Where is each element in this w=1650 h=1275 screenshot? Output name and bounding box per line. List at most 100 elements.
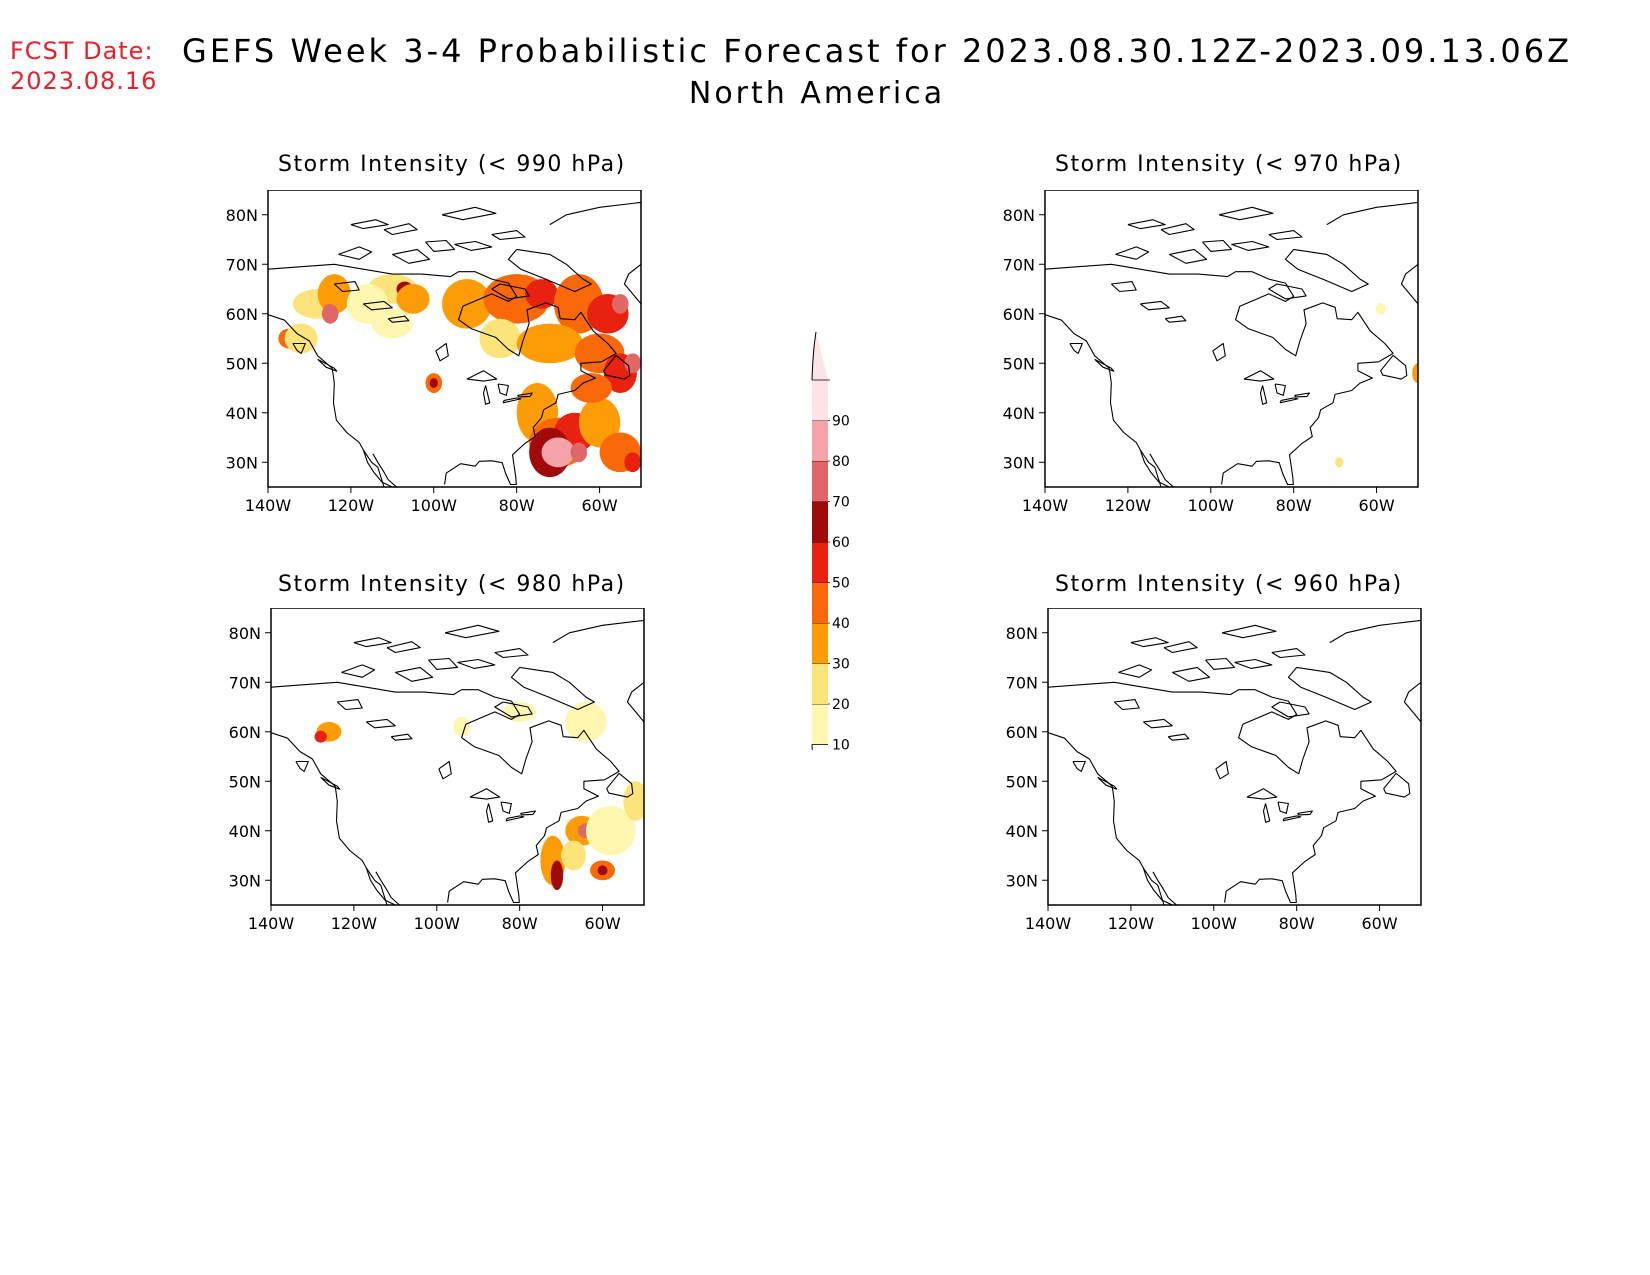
colorbar-segment — [812, 704, 828, 745]
lake-outline — [1110, 281, 1137, 293]
colorbar-segment — [812, 420, 828, 461]
island-outline — [338, 246, 373, 260]
island-outline — [317, 358, 338, 372]
lat-tick-label: 50N — [226, 354, 258, 373]
island-outline — [1094, 358, 1115, 372]
probability-area — [284, 323, 318, 354]
island-outline — [1072, 760, 1086, 772]
lon-tick-label: 120W — [1108, 914, 1155, 933]
colorbar-segment — [812, 582, 828, 623]
lon-tick-label: 140W — [1022, 496, 1069, 515]
lon-tick-label: 100W — [1188, 496, 1235, 515]
probability-area — [611, 293, 629, 314]
lake-outline — [500, 801, 512, 814]
island-outline — [1234, 658, 1273, 669]
island-outline — [1380, 354, 1408, 380]
island-outline — [1268, 230, 1303, 241]
lat-tick-label: 80N — [229, 624, 261, 643]
coastline — [1142, 867, 1173, 905]
island-outline — [1069, 342, 1083, 354]
island-outline — [510, 666, 595, 711]
island-outline — [606, 772, 634, 798]
probability-area — [550, 860, 564, 891]
coastline — [268, 314, 385, 487]
island-outline — [1163, 641, 1198, 654]
page-title: GEFS Week 3-4 Probabilistic Forecast for… — [182, 32, 1572, 70]
map-980: 80N 70N 60N 50N 40N 30N 140W 120W 100W 80W 60W — [229, 608, 645, 933]
island-outline — [1284, 248, 1369, 293]
lat-tick-label: 30N — [226, 453, 258, 472]
lat-tick-label: 40N — [226, 404, 258, 423]
colorbar-level-label: 60 — [832, 535, 850, 551]
island-outline — [494, 701, 533, 718]
probability-area — [524, 279, 559, 309]
probability-area — [597, 865, 608, 876]
lake-outline — [365, 718, 396, 729]
lake-outline — [466, 370, 498, 382]
island-outline — [1231, 240, 1270, 251]
colorbar-segment — [812, 461, 828, 502]
colorbar-legend: 10 20 30 40 50 60 70 80 90 — [811, 331, 850, 750]
colorbar-level-label: 90 — [832, 414, 850, 430]
island-outline — [395, 666, 434, 682]
coastline — [271, 681, 620, 904]
coastline — [1045, 263, 1394, 486]
map-background — [1045, 190, 1418, 487]
coastline — [268, 263, 617, 486]
island-outline — [491, 230, 526, 241]
lat-tick-label: 50N — [1003, 354, 1035, 373]
probability-area — [578, 397, 621, 448]
lat-tick-label: 30N — [229, 871, 261, 890]
lon-tick-label: 60W — [1361, 914, 1397, 933]
lake-outline — [469, 788, 501, 800]
colorbar-bottom-edge — [811, 744, 813, 750]
island-outline — [1221, 624, 1277, 639]
coastline — [1139, 449, 1170, 487]
lake-outline — [438, 760, 452, 780]
lake-outline — [502, 397, 522, 404]
lat-tick-label: 70N — [226, 255, 258, 274]
island-outline — [1127, 219, 1166, 230]
forecast-date-label: FCST Date: 2023.08.16 — [10, 36, 157, 96]
island-outline — [292, 342, 306, 354]
lon-tick-label: 60W — [1358, 496, 1394, 515]
lon-tick-label: 140W — [248, 914, 295, 933]
lake-outline — [482, 385, 491, 405]
lake-outline — [1297, 810, 1313, 816]
coastline — [375, 871, 400, 905]
colorbar-level-label: 20 — [832, 697, 850, 713]
lat-tick-label: 30N — [1006, 871, 1038, 890]
island-outline — [1383, 772, 1411, 798]
island-outline — [491, 283, 530, 300]
island-outline — [392, 248, 431, 264]
probability-area — [570, 442, 588, 463]
lon-tick-label: 120W — [328, 496, 375, 515]
coastline — [1045, 314, 1162, 487]
probability-area — [624, 452, 641, 473]
colorbar-segment — [812, 380, 828, 421]
lake-outline — [435, 342, 449, 362]
colorbar-level-label: 50 — [832, 576, 850, 592]
probability-area — [565, 702, 607, 742]
map-970: 80N 70N 60N 50N 40N 30N 140W 120W 100W 80W 60W — [1003, 190, 1419, 515]
coastline — [271, 732, 388, 905]
probability-area — [1412, 363, 1418, 384]
lon-tick-label: 80W — [1279, 914, 1315, 933]
probability-area — [561, 840, 586, 871]
lon-tick-label: 120W — [331, 914, 378, 933]
island-outline — [1202, 239, 1233, 252]
lat-tick-label: 50N — [1006, 772, 1038, 791]
colorbar-top-edge — [811, 331, 817, 381]
map-960: 80N 70N 60N 50N 40N 30N 140W 120W 100W 80W 60W — [1006, 608, 1422, 933]
lake-outline — [1282, 815, 1302, 822]
island-outline — [383, 223, 418, 236]
island-outline — [425, 239, 456, 252]
island-outline — [320, 776, 341, 790]
coastline — [362, 449, 393, 487]
island-outline — [1287, 666, 1372, 711]
island-outline — [353, 637, 392, 648]
probability-area — [317, 274, 351, 314]
map-plot-area — [1045, 190, 1418, 487]
colorbar-level-label: 40 — [832, 616, 850, 632]
probability-area — [453, 716, 470, 737]
